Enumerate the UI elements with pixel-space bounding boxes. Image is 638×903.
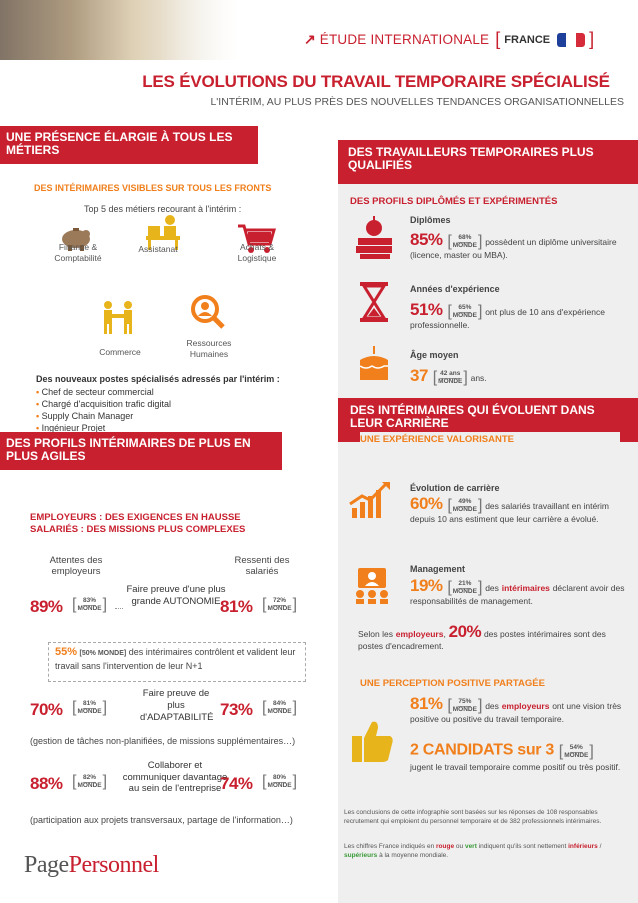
job-rh: Ressources Humaines (186, 338, 232, 359)
note-text: des intérimaires contrôlent et valident … (55, 647, 296, 671)
label-carriere: Évolution de carrière (410, 483, 500, 493)
banner-agiles: DES PROFILS INTÉRIMAIRES DE PLUS EN PLUS… (0, 432, 282, 470)
row-autonomie: 89% [83% MONDE] Faire preuve d'une plus g… (30, 584, 320, 630)
banner-qualifies: DES TRAVAILLEURS TEMPORAIRES PLUS QUALIF… (338, 140, 638, 184)
label-adaptabilite: Faire preuve de plus d'ADAPTABILITÉ (140, 688, 214, 723)
world-left: [81% MONDE] (72, 699, 108, 716)
magnifier-person-icon (190, 294, 226, 330)
label-autonomie: Faire preuve d'une plus grande AUTONOMIE (126, 584, 226, 607)
thumbs-up-icon (350, 718, 394, 764)
row-adaptabilite: 70% [81% MONDE] Faire preuve de plus d'AD… (30, 688, 320, 734)
world-left: [82% MONDE] (72, 773, 108, 790)
heading-exigences: EMPLOYEURS : DES EXIGENCES EN HAUSSE SAL… (30, 512, 246, 535)
new-posts-title: Des nouveaux postes spécialisés adressés… (36, 374, 280, 384)
shopping-cart-icon (236, 222, 276, 256)
growth-chart-icon (348, 480, 394, 520)
stat-right: 81% (220, 597, 253, 616)
label-diplomes: Diplômes (410, 215, 451, 225)
label-management: Management (410, 564, 466, 574)
hourglass-icon (356, 282, 392, 322)
divider-left (115, 608, 123, 609)
stat-right: 73% (220, 700, 253, 719)
stat-left: 88% (30, 774, 63, 793)
world-right: [80% MONDE] (262, 773, 298, 790)
list-item: Supply Chain Manager (36, 410, 316, 422)
row-collaboration: 88% [82% MONDE] Collaborer et communiquer… (30, 760, 320, 812)
caption-adaptabilite: (gestion de tâches non-planifiées, de mi… (30, 736, 296, 746)
stat-left: 70% (30, 700, 63, 719)
job-achats: Achats & Logistique (237, 242, 277, 263)
header-photo-fade (160, 0, 280, 60)
col-employeurs: Attentes des employeurs (49, 555, 103, 577)
note-box: 55% [50% MONDE] des intérimaires contrôl… (48, 642, 306, 682)
world-right: [84% MONDE] (262, 699, 298, 716)
col-salaries: Ressenti des salariés (234, 555, 290, 577)
handshake-icon (98, 300, 138, 334)
books-apple-icon (352, 216, 396, 260)
list-item: Ingénieur Projet (36, 422, 316, 434)
study-header: ↗ ÉTUDE INTERNATIONALE [ FRANCE ] (304, 29, 595, 49)
world-right: [72% MONDE] (262, 596, 298, 613)
stat-candidats: 2 CANDIDATS sur 3 [54% MONDE] jugent le t… (410, 741, 621, 772)
stat-experience: 51% [65% MONDE] ont plus de 10 ans d'expé… (410, 300, 605, 331)
new-posts-list: Chef de secteur commercial Chargé d'acqu… (36, 386, 316, 434)
employers-encadrement: Selon les employeurs, 20% des postes int… (358, 622, 606, 651)
heading-experience-valorisante: UNE EXPÉRIENCE VALORISANTE (360, 432, 620, 445)
list-item: Chargé d'acquisition trafic digital (36, 398, 316, 410)
page-title: LES ÉVOLUTIONS DU TRAVAIL TEMPORAIRE SPÉ… (142, 72, 610, 91)
top5-title: Top 5 des métiers recourant à l'intérim … (84, 204, 242, 214)
heading-perception: UNE PERCEPTION POSITIVE PARTAGÉE (360, 678, 545, 689)
page-subtitle: L'INTÉRIM, AU PLUS PRÈS DES NOUVELLES TE… (210, 96, 624, 108)
desk-assistant-icon (140, 214, 184, 252)
label-collaboration: Collaborer et communiquer davantage au s… (122, 760, 228, 794)
heading-diplomes: DES PROFILS DIPLÔMÉS ET EXPÉRIMENTÉS (350, 196, 558, 207)
footnote-legend: Les chiffres France indiqués en rouge ou… (344, 843, 602, 859)
stat-management: 19% [21% MONDE] des intérimaires déclaren… (410, 576, 625, 607)
footnote-methodology: Les conclusions de cette infographie son… (344, 809, 602, 825)
note-world: [50% MONDE] (79, 650, 127, 657)
arrow-icon: ↗ (304, 31, 316, 47)
job-finance: Finance & Comptabilité (54, 242, 102, 263)
job-commerce: Commerce (99, 347, 141, 357)
stat-diplomes: 85% [68% MONDE] possèdent un diplôme univ… (410, 230, 617, 261)
label-age: Âge moyen (410, 350, 459, 360)
label-experience: Années d'expérience (410, 284, 500, 294)
banner-metiers: UNE PRÉSENCE ÉLARGIE À TOUS LES MÉTIERS (0, 126, 258, 164)
stat-left: 89% (30, 597, 63, 616)
caption-collaboration: (participation aux projets transversaux,… (30, 815, 293, 825)
heading-visibles: DES INTÉRIMAIRES VISIBLES SUR TOUS LES F… (34, 183, 272, 193)
stat-age: 37 [42 ans MONDE] ans. (410, 366, 487, 387)
stat-carriere: 60% [49% MONDE] des salariés travaillant … (410, 494, 609, 525)
left-top-panel (22, 164, 326, 426)
stat-right: 74% (220, 774, 253, 793)
country-label: FRANCE (504, 33, 551, 46)
stat-vision: 81% [75% MONDE] des employeurs ont une vi… (410, 694, 622, 725)
manager-team-icon (352, 568, 392, 604)
study-label: ÉTUDE INTERNATIONALE (319, 32, 490, 47)
piggy-bank-icon (58, 222, 94, 252)
page-personnel-logo: PagePersonnel (24, 852, 159, 878)
world-left: [83% MONDE] (72, 596, 108, 613)
france-flag-icon (557, 32, 586, 47)
job-assistanat: Assistanat (138, 244, 178, 254)
right-panel (338, 140, 638, 903)
note-pct: 55% (55, 646, 78, 658)
list-item: Chef de secteur commercial (36, 386, 316, 398)
birthday-cake-icon (356, 346, 392, 382)
